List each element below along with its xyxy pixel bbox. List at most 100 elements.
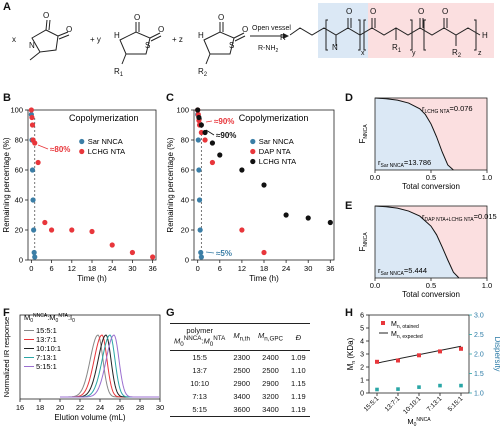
panel-label-g: G [166,307,175,319]
data-point [29,122,36,128]
gpc-trace [60,334,159,398]
x-tick-label: 12 [68,264,76,273]
annotation-label: ≈80% [50,145,70,154]
mn-obtained-point [459,346,463,351]
legend-label: 13:7:1 [36,335,57,344]
y-tick-label: 20 [15,226,23,235]
annotation-label: ≈5% [216,249,232,258]
y-axis-label: Remaining percentage (%) [166,137,175,232]
hn-atom: H [114,31,120,40]
reactivity-ratio-top: rLCHG NTA=0.076 [422,104,473,115]
data-point [198,254,204,260]
legend-label: 7:13:1 [36,353,57,362]
y-axis-label: Normalized IR response [2,317,11,397]
data-point [239,167,245,173]
y2-tick-label: 1.5 [474,371,484,378]
data-point [196,114,202,121]
x-tick-label: 20 [56,403,64,412]
o-atom: O [242,25,248,34]
o-atom: O [158,25,164,34]
y2-tick-label: 2.0 [474,352,484,359]
o-atom: O [134,13,140,22]
repeat-z: z [478,50,482,57]
panel-label-c: C [166,92,174,104]
data-point [31,249,37,256]
data-point [196,167,202,173]
composition-curve [374,97,454,171]
header-dispersity: Đ [287,323,310,351]
legend-label: 5:15:1 [36,362,57,371]
y-tick-label: 60 [15,166,23,175]
panel-label-f: F [3,307,10,319]
y-tick-label: 80 [181,136,189,145]
panel-label-a: A [3,1,11,13]
panel-label-d: D [345,92,353,104]
reactivity-ratio-bottom: rSar NNCA=5.444 [378,266,427,277]
reactivity-ratio-bottom: rSar NNCA=13.786 [378,158,431,169]
legend-marker [250,158,256,165]
data-point [198,122,204,128]
data-point [202,129,208,136]
x-tick-label: 5:15:1 [447,395,465,413]
legend-marker [250,148,256,155]
data-point [30,197,36,203]
table-row: 7:13 3400 3200 1.19 [192,392,306,401]
data-point [48,227,55,233]
plot-frame [19,314,161,400]
composition-curve [374,205,460,279]
data-point [196,197,203,203]
annotation-arrow [37,144,49,150]
x-tick-label: 30 [304,264,312,273]
chart-title: Copolymerization [69,113,139,123]
x-tick-label: 18 [260,264,268,273]
annotation-label: ≈90% [214,117,234,126]
annotation-arrow [205,129,215,136]
y-tick-label: 40 [181,196,189,205]
annotation-label: ≈90% [216,131,236,140]
data-point [109,242,115,248]
data-point [69,227,75,233]
r2-label: R2 [198,67,208,78]
chart-e: 0.0 0.5 1.0 Total conversion FNNCA rDAP NTA+L… [358,205,497,299]
repeat-x: x [361,50,365,57]
arrow-bottom-label: R-NH2 [258,45,279,54]
dispersity-point [396,387,400,391]
dispersity-point [417,385,421,389]
chart-h: 0 1 2 3 4 5 6 1.0 1.5 2.0 2.5 3.0 15:5:1 13:7:1 10:10:… [346,313,500,428]
data-point [195,107,201,113]
y-tick-label: 6 [360,313,364,320]
lower-region [375,98,454,170]
mn-obtained-point [438,349,442,354]
legend-marker [250,138,256,145]
y-tick-label: 2 [360,365,364,372]
data-point [283,212,289,218]
x-tick-label: 0.5 [426,281,436,290]
y-axis-label: FNNCA [358,232,369,252]
y-tick-label: 1 [360,378,364,385]
r2-product: R2 [452,48,462,59]
data-point [327,219,333,226]
data-point [89,228,95,235]
y-tick-label: 5 [360,326,364,333]
data-point [198,249,204,256]
x-tick-label: 24 [96,403,104,412]
data-point [32,140,38,146]
legend-label: LCHG NTA [88,147,125,156]
annotation-arrow [205,251,215,254]
lower-region [375,206,459,278]
x-tick-label: 36 [326,264,334,273]
y-tick-label: 0 [19,256,23,265]
s-atom: S [229,41,234,50]
data-point [239,227,245,233]
x-tick-label: 0.0 [370,173,380,182]
reaction-scheme: x + y + z O O N O O S H R1 O O S H R2 Op… [12,3,494,78]
x-axis-label: Total conversion [402,290,460,299]
x-tick-label: 6 [218,264,222,273]
data-point [35,159,41,166]
data-point [261,182,267,188]
chart-d: 0.0 0.5 1.0 Total conversion FNNCA rLCHG NTA=… [358,97,492,191]
plot-frame [27,109,157,261]
mn-obtained-point [375,359,379,364]
y-tick-label: 100 [10,106,23,115]
data-point [150,254,156,260]
